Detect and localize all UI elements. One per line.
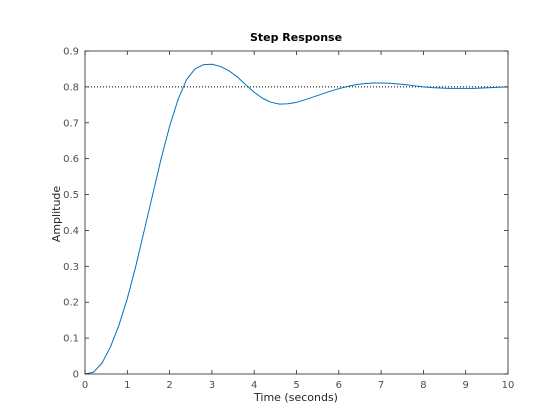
plot-area (85, 51, 508, 374)
x-tick-label: 6 (336, 380, 342, 391)
y-tick-label: 0.5 (63, 190, 79, 201)
x-axis-label: Time (seconds) (253, 391, 338, 404)
y-tick-label: 0.7 (63, 118, 79, 129)
x-tick-label: 10 (502, 380, 515, 391)
step-response-line (84, 63, 509, 375)
y-axis-label: Amplitude (50, 186, 63, 243)
x-tick-label: 0 (82, 380, 88, 391)
x-tick-label: 2 (166, 380, 172, 391)
x-tick-label: 9 (463, 380, 469, 391)
chart-title: Step Response (250, 31, 342, 44)
y-tick-label: 0.9 (63, 47, 79, 58)
x-tick-label: 3 (209, 380, 215, 391)
x-tick-label: 8 (420, 380, 426, 391)
y-tick-label: 0.2 (63, 298, 79, 309)
x-tick-label: 5 (293, 380, 299, 391)
y-tick-label: 0.4 (63, 226, 79, 237)
x-tick-label: 4 (251, 380, 257, 391)
x-tick-label: 7 (378, 380, 384, 391)
x-tick-label: 1 (124, 380, 130, 391)
y-tick-label: 0.3 (63, 262, 79, 273)
y-tick-label: 0 (73, 370, 79, 381)
y-tick-label: 0.8 (63, 82, 79, 93)
y-tick-label: 0.6 (63, 154, 79, 165)
y-tick-label: 0.1 (63, 334, 79, 345)
